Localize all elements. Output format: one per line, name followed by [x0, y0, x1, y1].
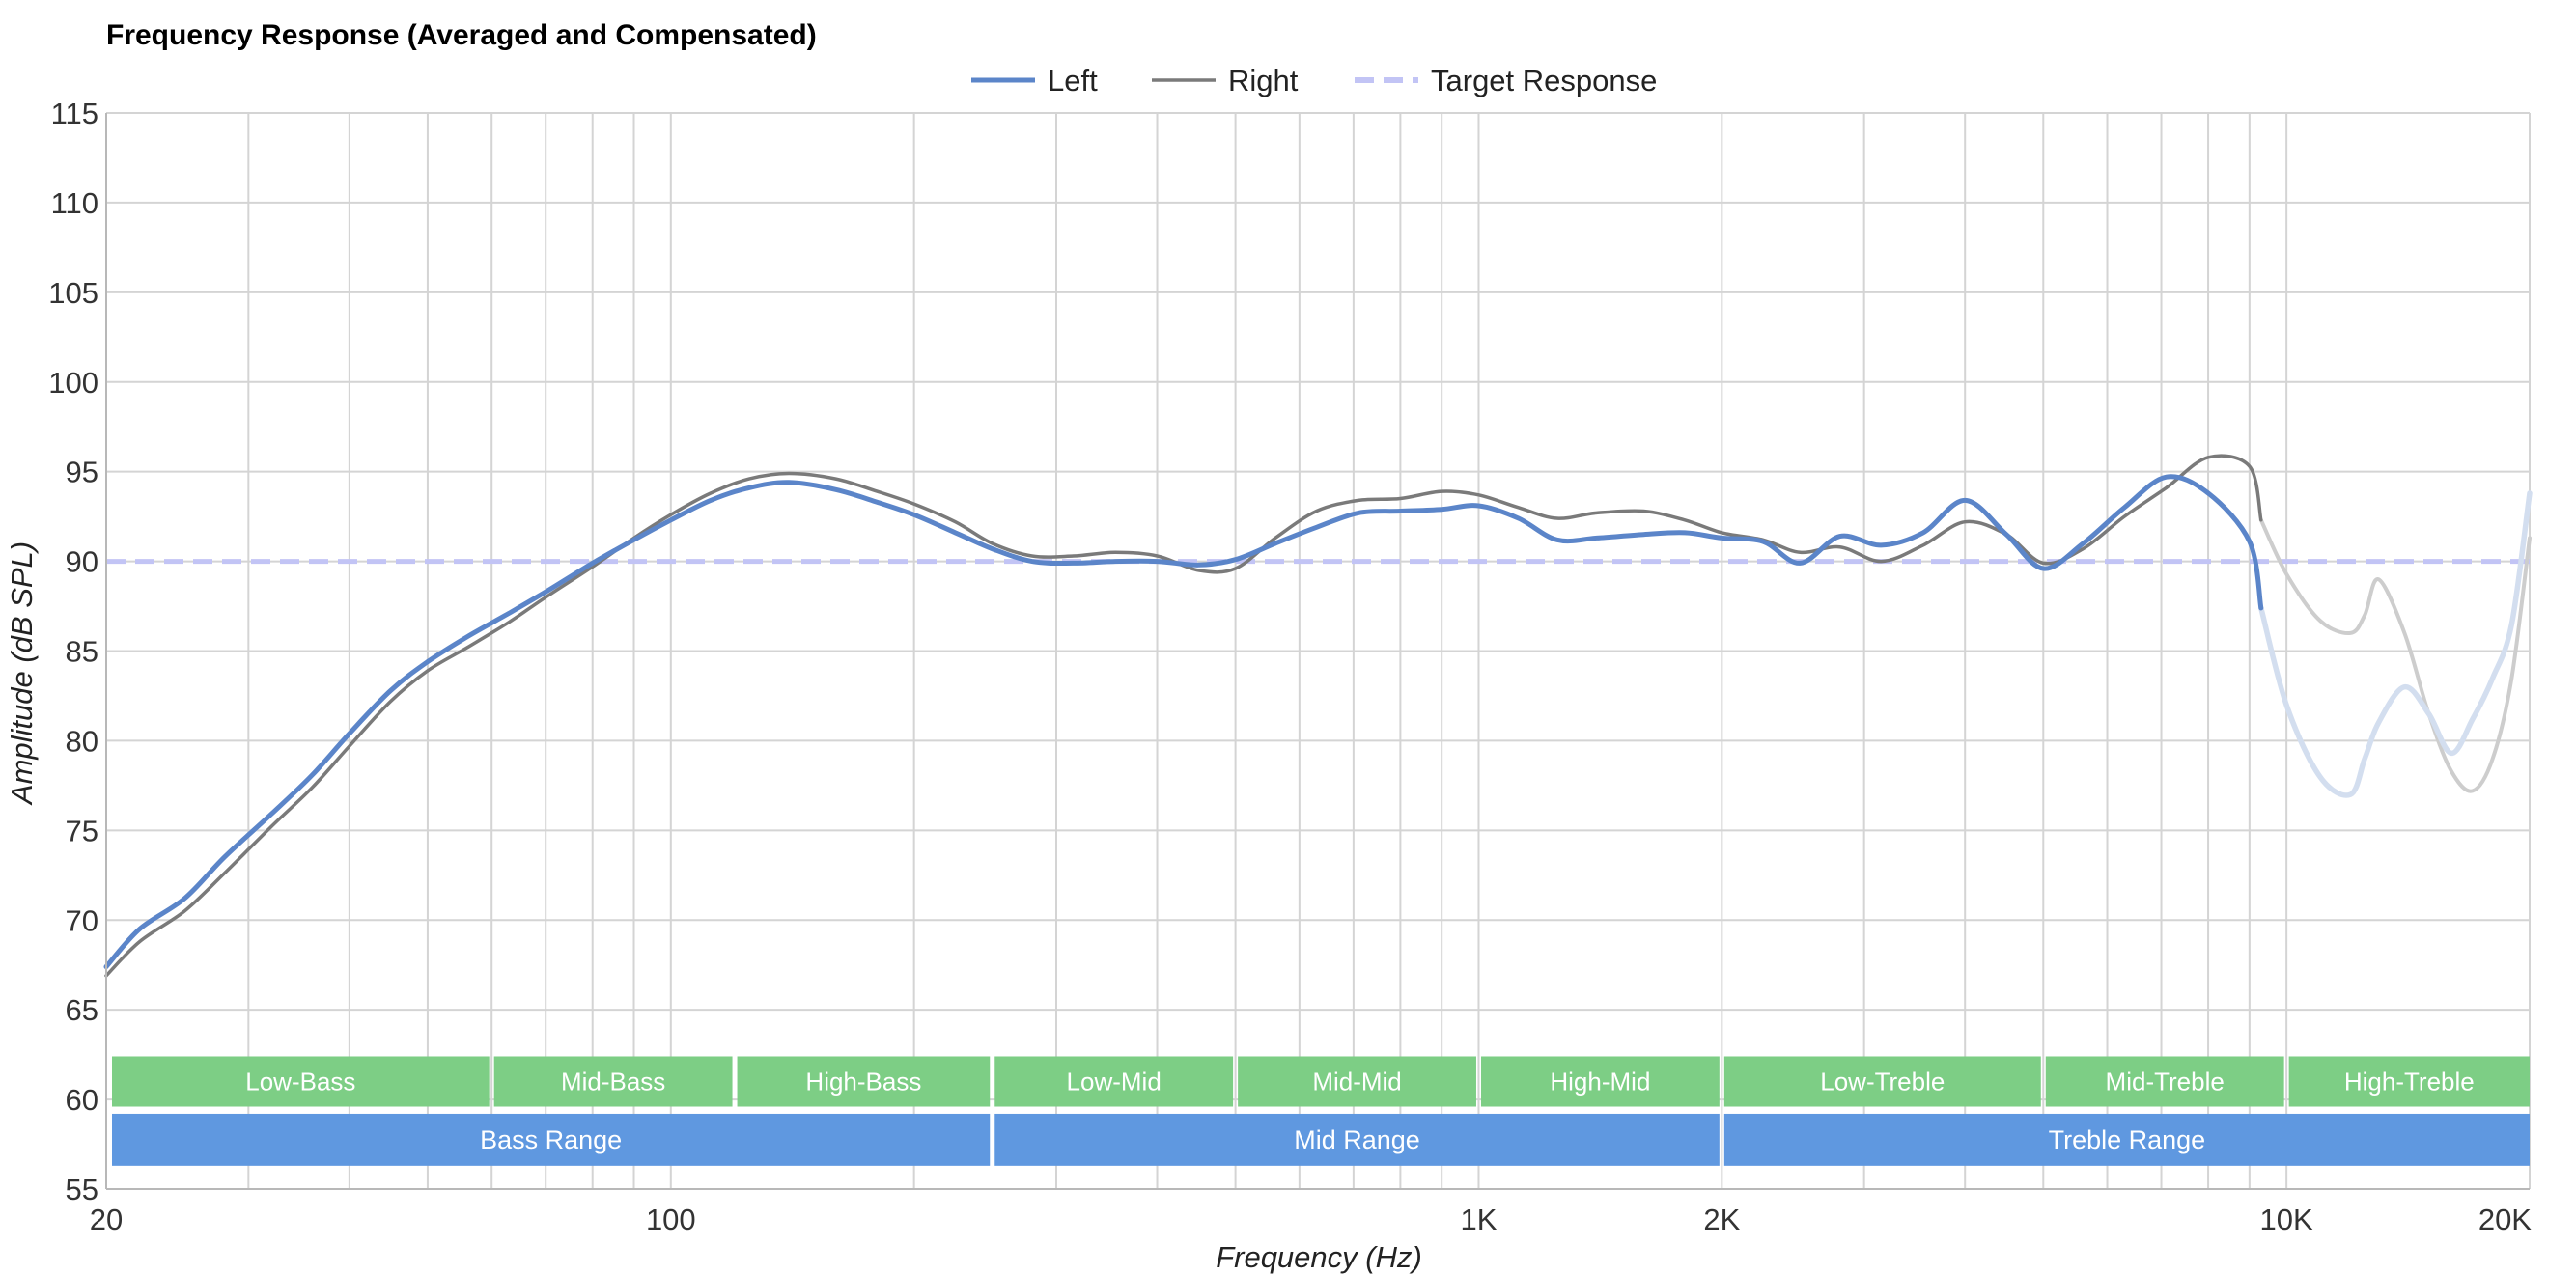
legend-label: Target Response	[1431, 64, 1657, 97]
range-label: Treble Range	[2049, 1125, 2206, 1154]
band-mid-bass	[493, 1056, 733, 1107]
y-tick-label: 95	[66, 456, 98, 489]
band-low-treble	[1723, 1056, 2041, 1107]
range-bass-range	[112, 1113, 991, 1166]
y-tick-label: 100	[48, 366, 98, 400]
x-tick-label: 2K	[1703, 1203, 1740, 1236]
range-mid-range	[994, 1113, 1720, 1166]
y-tick-label: 110	[51, 186, 98, 220]
legend-label: Left	[1048, 64, 1098, 97]
band-mid-treble	[2045, 1056, 2284, 1107]
y-tick-label: 105	[48, 276, 98, 310]
x-tick-label: 20K	[2478, 1203, 2532, 1236]
range-label: Mid Range	[1294, 1125, 1420, 1154]
band-label: Low-Bass	[245, 1068, 355, 1096]
x-tick-label: 20	[90, 1203, 123, 1236]
legend: Left Right Target Response	[971, 64, 1657, 97]
range-label: Bass Range	[480, 1125, 622, 1154]
band-label: Mid-Treble	[2106, 1068, 2225, 1096]
grid	[105, 112, 2531, 1190]
x-tick-label: 1K	[1461, 1203, 1498, 1236]
band-low-mid	[994, 1056, 1234, 1107]
band-label: Low-Treble	[1820, 1068, 1945, 1096]
band-high-bass	[737, 1056, 991, 1107]
y-axis-ticks: 55 60 65 70 75 80 85 90 95 100 105 110 115	[48, 97, 98, 1207]
band-label: High-Mid	[1550, 1068, 1650, 1096]
series-left	[103, 474, 2264, 970]
y-tick-label: 115	[51, 97, 98, 130]
y-tick-label: 70	[66, 903, 98, 937]
series-right-faded	[2258, 517, 2532, 793]
y-tick-label: 65	[66, 993, 98, 1027]
legend-label: Right	[1228, 64, 1299, 97]
band-label: High-Bass	[805, 1068, 921, 1096]
band-label: Mid-Mid	[1312, 1068, 1401, 1096]
band-high-mid	[1480, 1056, 1720, 1107]
plot-frame	[105, 113, 2530, 1190]
series-left-faded	[2258, 490, 2533, 798]
x-axis-ticks: 20 100 1K 2K 10K 20K	[90, 1203, 2533, 1236]
band-label: High-Treble	[2344, 1068, 2475, 1096]
series-layer	[103, 454, 2533, 978]
chart-title: Frequency Response (Averaged and Compens…	[106, 19, 817, 51]
x-tick-label: 100	[646, 1203, 696, 1236]
band-label: Low-Mid	[1067, 1068, 1162, 1096]
band-high-treble	[2288, 1056, 2530, 1107]
series-right	[104, 454, 2263, 978]
band-label: Mid-Bass	[561, 1068, 665, 1096]
x-axis-label: Frequency (Hz)	[1216, 1240, 1422, 1274]
y-tick-label: 55	[66, 1173, 98, 1207]
y-tick-label: 85	[66, 635, 98, 669]
band-mid-mid	[1238, 1056, 1476, 1107]
y-tick-label: 90	[66, 545, 98, 579]
y-tick-label: 75	[66, 814, 98, 847]
y-axis-label: Amplitude (dB SPL)	[5, 541, 39, 806]
band-low-bass	[112, 1056, 490, 1107]
x-tick-label: 10K	[2260, 1203, 2313, 1236]
y-tick-label: 80	[66, 724, 98, 758]
range-treble-range	[1723, 1113, 2530, 1166]
y-tick-label: 60	[66, 1083, 98, 1117]
frequency-bands: Low-Bass Mid-Bass High-Bass Low-Mid Mid-Mid H…	[112, 1056, 2530, 1166]
